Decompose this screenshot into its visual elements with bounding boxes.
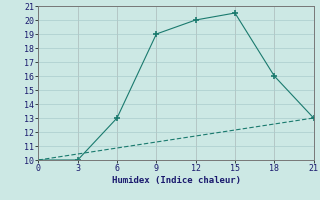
X-axis label: Humidex (Indice chaleur): Humidex (Indice chaleur) bbox=[111, 176, 241, 185]
